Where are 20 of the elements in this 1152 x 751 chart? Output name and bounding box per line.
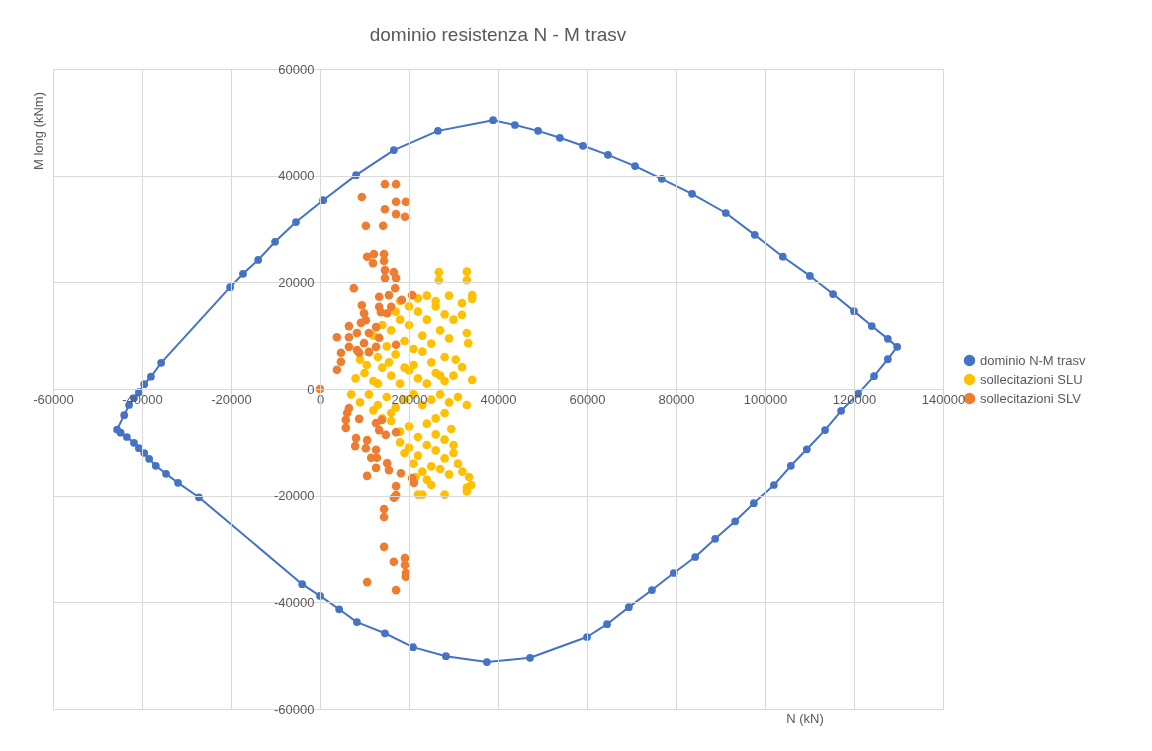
x-tick-label: 40000 (480, 391, 517, 407)
x-tick-label: -60000 (33, 391, 74, 407)
x-axis-title: N (kN) (786, 711, 824, 726)
x-tick-label: 140000 (921, 391, 966, 407)
y-tick-label: -20000 (274, 488, 315, 504)
x-tick-label: -20000 (211, 391, 252, 407)
legend-label: sollecitazioni SLV (980, 390, 1082, 406)
x-tick-label: 60000 (569, 391, 606, 407)
legend-label: dominio N-M trasv (980, 352, 1086, 368)
y-axis-title: M long (kNm) (31, 91, 46, 171)
y-tick-label: 40000 (278, 168, 315, 184)
chart-title: dominio resistenza N - M trasv (369, 24, 627, 45)
y-tick-label: -60000 (274, 701, 315, 717)
y-tick-label: 20000 (278, 274, 315, 290)
x-tick-label: 100000 (743, 391, 788, 407)
legend-label: sollecitazioni SLU (980, 371, 1083, 387)
y-tick-label: 0 (307, 381, 315, 397)
y-tick-label: 60000 (278, 61, 315, 77)
y-tick-label: -40000 (274, 594, 315, 610)
x-tick-label: 80000 (658, 391, 695, 407)
